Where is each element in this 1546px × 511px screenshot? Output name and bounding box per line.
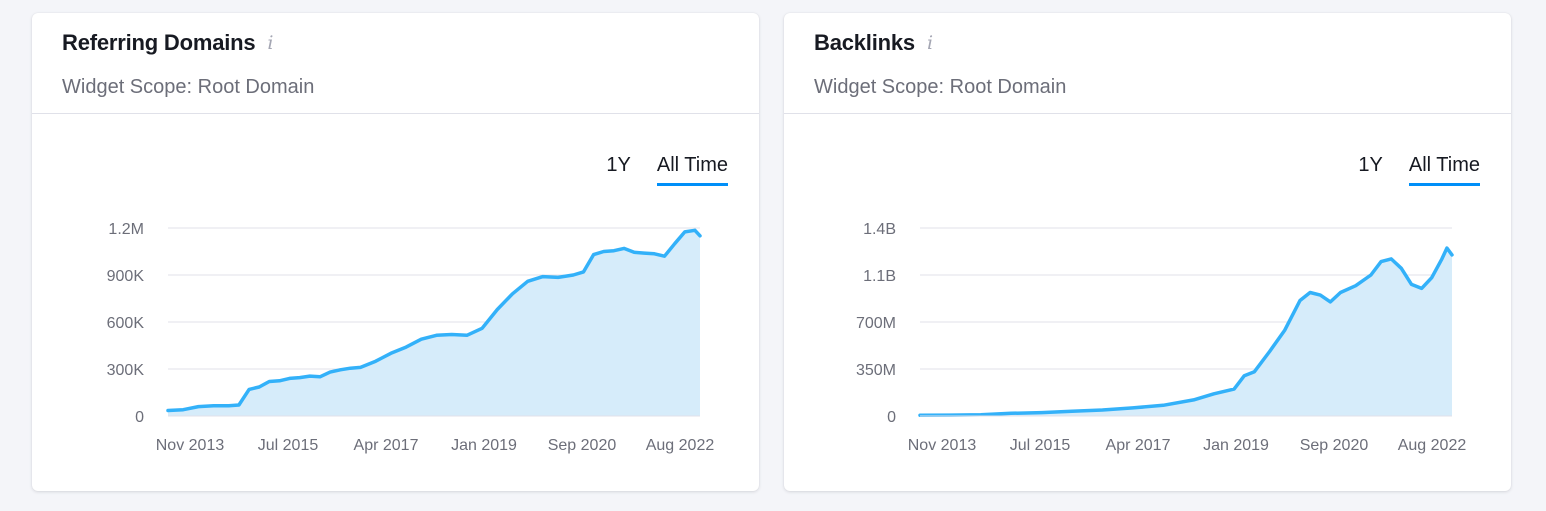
x-tick-label: Nov 2013 — [156, 437, 225, 454]
info-icon[interactable]: i — [926, 31, 934, 54]
backlinks-widget: Backlinks i Widget Scope: Root Domain 1Y… — [784, 13, 1511, 491]
x-tick-label: Apr 2017 — [354, 437, 419, 454]
x-tick-label: Jan 2019 — [1203, 437, 1269, 454]
widget-scope-label: Widget Scope: Root Domain — [814, 76, 1067, 98]
y-tick-label: 900K — [107, 268, 145, 285]
y-tick-label: 300K — [107, 362, 145, 379]
series-line — [166, 228, 702, 413]
y-tick-label: 0 — [887, 409, 896, 426]
referring-domains-chart[interactable]: 0 300K 600K 900K 1.2M Nov 2013 Jul 2015 Apr 201… — [32, 13, 759, 491]
y-tick-label: 1.4B — [863, 221, 896, 238]
series-line — [918, 246, 1454, 418]
x-tick-label: Sep 2020 — [1300, 437, 1369, 454]
widget-title: Referring Domains — [62, 30, 256, 55]
widget-scope-label: Widget Scope: Root Domain — [62, 76, 315, 98]
y-tick-label: 0 — [135, 409, 144, 426]
period-option-all-time[interactable]: All Time — [656, 153, 728, 186]
widget-title: Backlinks — [814, 30, 915, 55]
x-tick-label: Aug 2022 — [646, 437, 715, 454]
period-option-1y[interactable]: 1Y — [606, 154, 631, 176]
widget-header: Referring Domains i Widget Scope: Root D… — [32, 13, 759, 114]
x-tick-label: Apr 2017 — [1106, 437, 1171, 454]
y-tick-label: 1.1B — [863, 268, 896, 285]
referring-domains-widget: Referring Domains i Widget Scope: Root D… — [32, 13, 759, 491]
y-tick-label: 350M — [856, 362, 896, 379]
widget-title-row: Backlinks i — [814, 30, 933, 56]
y-tick-label: 1.2M — [108, 221, 144, 238]
widget-header: Backlinks i Widget Scope: Root Domain — [784, 13, 1511, 114]
x-tick-label: Nov 2013 — [908, 437, 977, 454]
info-icon[interactable]: i — [267, 31, 274, 54]
series-area — [920, 248, 1452, 416]
y-tick-label: 700M — [856, 315, 896, 332]
period-option-all-time[interactable]: All Time — [1408, 153, 1480, 186]
y-tick-label: 600K — [107, 315, 145, 332]
series-area — [168, 230, 700, 416]
backlinks-chart[interactable]: 0 350M 700M 1.1B 1.4B Nov 2013 Jul 2015 Apr 201… — [784, 13, 1511, 491]
x-tick-label: Sep 2020 — [548, 437, 617, 454]
x-tick-label: Jul 2015 — [258, 437, 319, 454]
x-tick-label: Jul 2015 — [1010, 437, 1071, 454]
widget-title-row: Referring Domains i — [62, 30, 274, 56]
x-tick-label: Jan 2019 — [451, 437, 517, 454]
x-tick-label: Aug 2022 — [1398, 437, 1467, 454]
period-option-1y[interactable]: 1Y — [1358, 154, 1383, 176]
period-toggle: 1Y All Time — [1332, 153, 1480, 186]
period-toggle: 1Y All Time — [580, 153, 728, 186]
